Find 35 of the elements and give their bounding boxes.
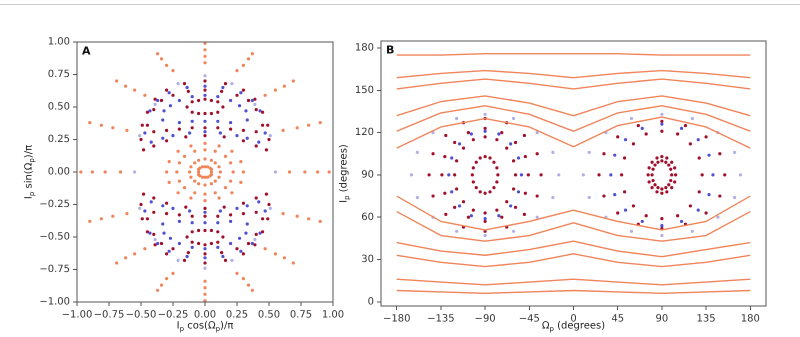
- y-tick-label: 0.25: [48, 134, 70, 146]
- chart-title: A: [82, 44, 91, 58]
- x-tick-label: 135: [696, 314, 716, 325]
- x-tick-label: −0.50: [126, 310, 156, 321]
- y-tick-label: 0.75: [48, 69, 70, 80]
- x-tick-label: −0.25: [158, 310, 188, 321]
- x-tick-label: 180: [740, 314, 760, 325]
- y-tick-label: −0.50: [39, 232, 70, 243]
- y-tick-label: 120: [354, 127, 374, 138]
- y-tick-label: 0.00: [48, 166, 70, 178]
- x-tick-label: −45: [518, 314, 540, 325]
- y-tick-label: 1.00: [48, 36, 70, 48]
- x-tick-label: −135: [427, 314, 455, 325]
- y-tick-label: −1.00: [39, 296, 70, 308]
- y-tick-label: 0.50: [48, 102, 70, 113]
- x-tick-label: 1.00: [322, 310, 344, 321]
- x-tick-label: −90: [474, 314, 496, 325]
- x-tick-label: −1.00: [62, 310, 92, 321]
- x-tick-label: 0.25: [226, 310, 248, 321]
- x-tick-label: −180: [382, 314, 410, 325]
- x-tick-label: 0.50: [258, 310, 280, 321]
- x-tick-label: 0.00: [194, 310, 216, 321]
- y-tick-label: 150: [354, 84, 374, 96]
- x-tick-label: 45: [611, 314, 624, 325]
- y-tick-label: 90: [361, 170, 374, 181]
- y-tick-label: 60: [361, 212, 374, 223]
- chart-title: B: [386, 43, 394, 56]
- y-tick-label: 30: [361, 254, 374, 266]
- x-tick-label: 90: [656, 314, 668, 325]
- y-tick-label: 0: [368, 296, 374, 308]
- x-tick-label: 0.75: [290, 310, 312, 321]
- y-tick-label: −0.75: [39, 264, 70, 276]
- y-tick-label: 180: [354, 42, 374, 54]
- x-tick-label: −0.75: [94, 310, 124, 321]
- y-tick-label: −0.25: [39, 199, 70, 210]
